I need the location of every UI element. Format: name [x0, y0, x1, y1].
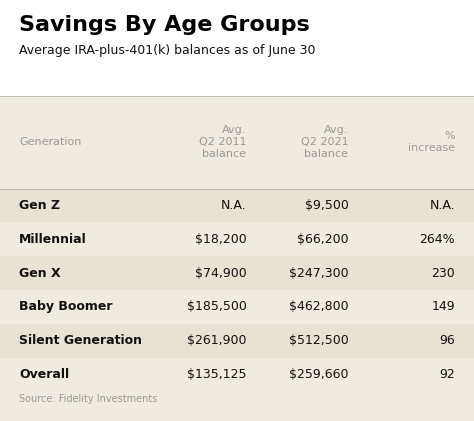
Text: Millennial: Millennial [19, 233, 87, 246]
Text: Gen X: Gen X [19, 266, 61, 280]
Bar [0, 0, 474, 96]
Bar [0, 96, 474, 421]
Text: Avg.
Q2 2021
balance: Avg. Q2 2021 balance [301, 125, 348, 159]
Text: $462,800: $462,800 [289, 301, 348, 314]
Text: $247,300: $247,300 [289, 266, 348, 280]
Text: Generation: Generation [19, 137, 82, 147]
Text: 92: 92 [439, 368, 455, 381]
Text: 96: 96 [439, 334, 455, 347]
Text: $259,660: $259,660 [289, 368, 348, 381]
Text: 149: 149 [431, 301, 455, 314]
Text: $9,500: $9,500 [304, 199, 348, 212]
Text: $261,900: $261,900 [187, 334, 246, 347]
Text: %
increase: % increase [408, 131, 455, 153]
Bar [0, 290, 474, 324]
Text: Avg.
Q2 2011
balance: Avg. Q2 2011 balance [199, 125, 246, 159]
Text: Silent Generation: Silent Generation [19, 334, 142, 347]
Text: Savings By Age Groups: Savings By Age Groups [19, 15, 310, 35]
Text: $18,200: $18,200 [195, 233, 246, 246]
Text: N.A.: N.A. [221, 199, 246, 212]
Text: N.A.: N.A. [429, 199, 455, 212]
Text: $66,200: $66,200 [297, 233, 348, 246]
Text: Overall: Overall [19, 368, 69, 381]
Text: 264%: 264% [419, 233, 455, 246]
Text: Baby Boomer: Baby Boomer [19, 301, 112, 314]
Text: $512,500: $512,500 [289, 334, 348, 347]
Text: Average IRA-plus-401(k) balances as of June 30: Average IRA-plus-401(k) balances as of J… [19, 44, 316, 57]
Text: Source: Fidelity Investments: Source: Fidelity Investments [19, 394, 157, 404]
Text: $135,125: $135,125 [187, 368, 246, 381]
Text: 230: 230 [431, 266, 455, 280]
Bar [0, 189, 474, 222]
Bar [0, 222, 474, 256]
Text: $74,900: $74,900 [195, 266, 246, 280]
Bar [0, 358, 474, 392]
Bar [0, 324, 474, 358]
Text: Gen Z: Gen Z [19, 199, 60, 212]
Text: $185,500: $185,500 [187, 301, 246, 314]
Bar [0, 256, 474, 290]
